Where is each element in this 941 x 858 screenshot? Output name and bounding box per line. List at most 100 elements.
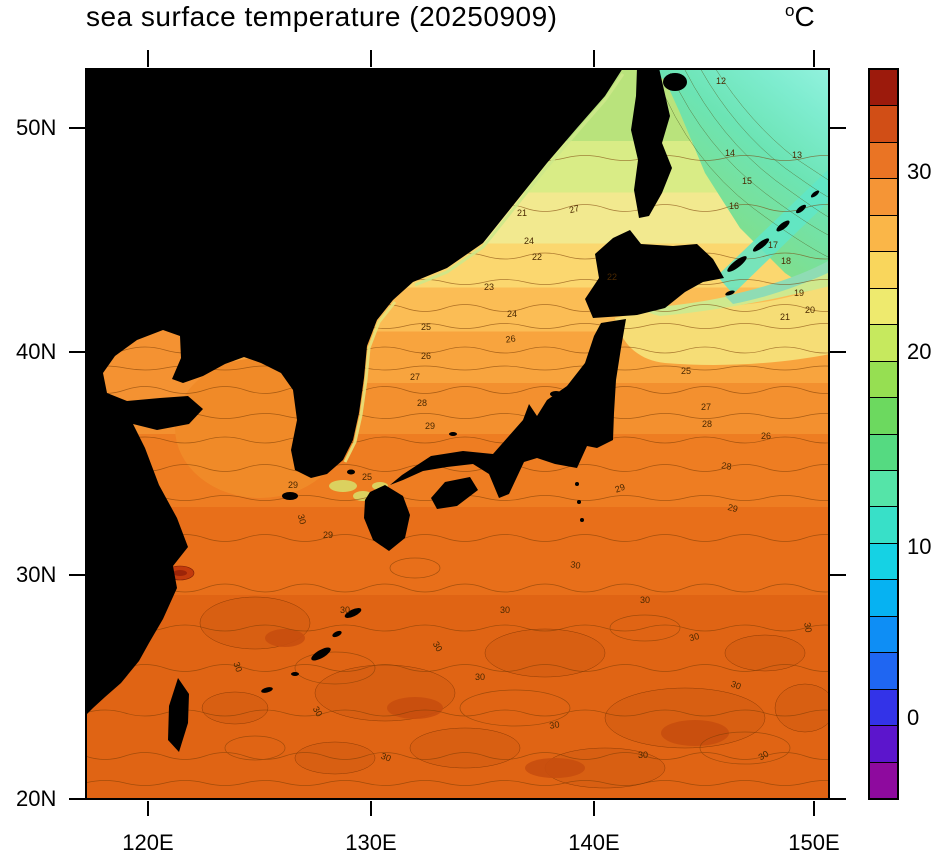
kuril-islands — [725, 190, 820, 296]
colorbar-tick-label: 10 — [907, 534, 932, 559]
island-honshu — [390, 319, 626, 498]
contour-value-label: 15 — [742, 176, 752, 186]
map-border — [85, 68, 830, 800]
contour-value-label: 30 — [431, 640, 445, 654]
contour-value-label: 26 — [761, 431, 771, 441]
oyashio-band-warm — [615, 282, 830, 365]
oyashio-band-teal — [725, 260, 830, 304]
colorbar-segment — [870, 70, 897, 107]
colorbar-segment — [870, 106, 897, 143]
contour-value-label: 27 — [701, 402, 711, 412]
lat-axis-label: 20N — [16, 786, 57, 811]
unit-base: C — [794, 1, 815, 32]
map-panel: 12 13 14 15 16 17 18 19 20 21 21 27 24 22 22 23 24 25 26 26… — [85, 68, 830, 800]
lon-axis-label: 130E — [345, 830, 397, 855]
contour-value-label: 25 — [421, 322, 431, 332]
contour-value-label: 13 — [792, 150, 802, 160]
contour-value-label: 24 — [524, 236, 534, 246]
oyashio-band-cool — [645, 264, 830, 316]
contour-value-label: 21 — [780, 312, 790, 322]
island-oki — [449, 432, 457, 436]
contour-value-label: 30 — [296, 513, 308, 525]
contour-value-label: 22 — [532, 252, 542, 262]
lat-tick-right — [830, 574, 846, 576]
contour-value-label: 29 — [614, 482, 627, 495]
contour-value-label: 30 — [730, 679, 743, 692]
contour-value-label: 29 — [323, 530, 333, 540]
colorbar-segment — [870, 543, 897, 581]
colorbar-segment — [870, 616, 897, 654]
contour-value-label: 29 — [288, 480, 298, 490]
colorbar-segment — [870, 215, 897, 253]
coastal-hot-core — [173, 570, 187, 576]
contour-value-label: 30 — [311, 705, 325, 719]
island-hokkaido — [585, 230, 724, 318]
plot-title: sea surface temperature (20250909) — [86, 1, 558, 32]
colorbar-segment — [870, 288, 897, 326]
island-sakhalin-north — [663, 73, 687, 91]
island-kyushu — [364, 485, 410, 551]
contour-value-label: 28 — [721, 460, 733, 472]
lat-tick-left — [69, 798, 85, 800]
lat-tick-right — [830, 127, 846, 129]
island-sakhalin — [631, 68, 672, 218]
lon-axis-label: 120E — [122, 830, 174, 855]
colorbar-segment — [870, 689, 897, 727]
colorbar-segments — [870, 70, 897, 799]
contour-value-label: 30 — [475, 672, 485, 682]
colorbar-tick-label: 30 — [907, 159, 932, 184]
contour-value-label: 29 — [425, 421, 435, 431]
lon-tick-bottom — [593, 801, 595, 816]
contour-value-label: 28 — [702, 419, 712, 429]
lat-tick-left — [69, 351, 85, 353]
contour-value-label: 30 — [231, 661, 244, 674]
ryukyu-islands — [261, 608, 362, 693]
contour-value-label: 18 — [781, 256, 791, 266]
lon-tick-bottom — [370, 801, 372, 816]
contour-value-label: 21 — [517, 208, 527, 218]
south-hot-cores — [265, 629, 729, 778]
lat-tick-left — [69, 574, 85, 576]
colorbar-segment — [870, 361, 897, 399]
lat-tick-right — [830, 798, 846, 800]
contour-value-label: 30 — [500, 605, 510, 615]
lon-axis-label: 150E — [788, 830, 840, 855]
contour-value-label: 20 — [805, 305, 815, 315]
island-shikoku — [431, 477, 478, 509]
lon-tick-bottom — [813, 801, 815, 816]
degree-sup: o — [785, 1, 795, 20]
korea-coast-fringe — [343, 301, 397, 463]
contour-value-label: 30 — [380, 751, 393, 764]
lat-tick-right — [830, 351, 846, 353]
contour-value-label: 14 — [725, 148, 735, 158]
colorbar-segment — [870, 179, 897, 216]
izu-islands — [575, 482, 584, 522]
contour-value-label: 27 — [410, 372, 420, 382]
lat-tick-left — [69, 127, 85, 129]
lon-axis-label: 140E — [568, 830, 620, 855]
contour-value-label: 28 — [417, 398, 427, 408]
colorbar-segment — [870, 726, 897, 763]
contour-value-label: 26 — [421, 351, 431, 361]
lon-tick-top — [370, 50, 372, 67]
contour-value-label: 16 — [729, 201, 739, 211]
contour-value-label: 17 — [768, 240, 778, 250]
colorbar-segment — [870, 580, 897, 617]
colorbar-segment — [870, 252, 897, 289]
island-sado — [550, 391, 562, 397]
contour-value-label: 24 — [507, 309, 517, 319]
contour-value-label: 26 — [505, 333, 516, 344]
contour-value-label: 30 — [638, 750, 648, 760]
colorbar-segment — [870, 507, 897, 544]
colorbar-segment — [870, 653, 897, 690]
contour-value-label: 27 — [568, 203, 580, 215]
island-jeju — [282, 492, 298, 500]
contour-value-label: 29 — [727, 502, 739, 514]
contour-value-label: 30 — [757, 749, 771, 763]
primorye-coast-fringe — [414, 73, 625, 287]
colorbar-segment — [870, 142, 897, 180]
contour-value-label: 30 — [688, 631, 700, 643]
